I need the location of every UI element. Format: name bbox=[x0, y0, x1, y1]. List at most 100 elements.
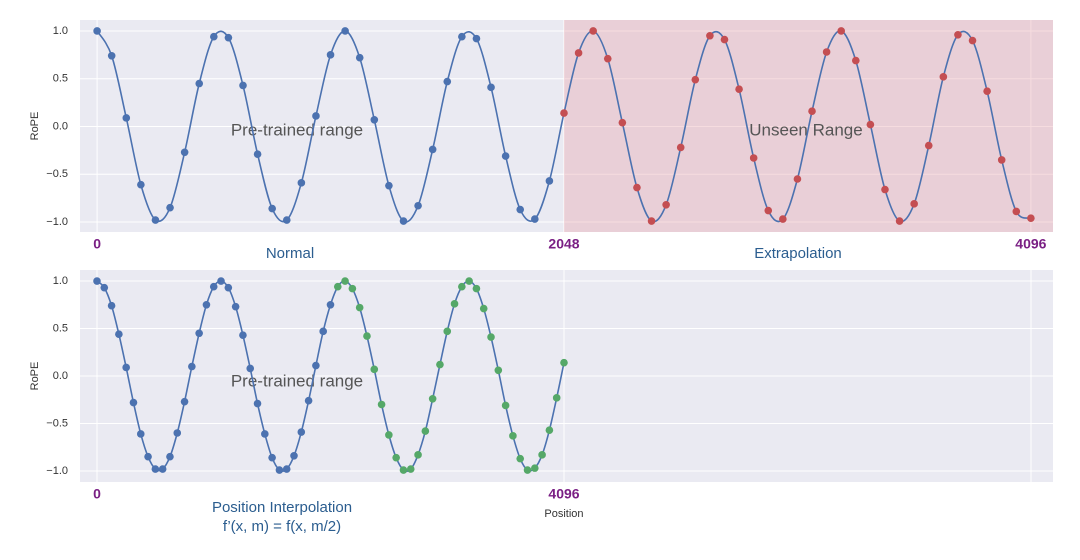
point bbox=[895, 217, 904, 225]
point bbox=[355, 303, 364, 312]
point bbox=[122, 114, 131, 122]
x-tick-label: 4096 bbox=[1015, 236, 1046, 252]
point bbox=[209, 282, 218, 291]
annotation: f’(x, m) = f(x, m/2) bbox=[223, 518, 341, 535]
annotation: Extrapolation bbox=[754, 245, 842, 262]
x-tick-label: 2048 bbox=[548, 236, 579, 252]
point bbox=[297, 179, 306, 187]
point bbox=[647, 217, 656, 225]
point bbox=[523, 466, 532, 474]
point bbox=[217, 277, 225, 285]
point bbox=[531, 215, 539, 223]
y-tick-label: 0.0 bbox=[53, 370, 68, 382]
point bbox=[137, 180, 145, 189]
point bbox=[392, 453, 400, 462]
point bbox=[355, 53, 364, 62]
point bbox=[239, 81, 247, 90]
point bbox=[997, 156, 1006, 164]
point bbox=[100, 283, 109, 292]
point bbox=[749, 154, 758, 162]
point bbox=[399, 466, 408, 474]
point bbox=[253, 399, 262, 408]
point bbox=[231, 302, 240, 311]
y-tick-label: −0.5 bbox=[46, 417, 68, 429]
point bbox=[144, 452, 152, 461]
point bbox=[370, 115, 379, 124]
y-tick-label: −1.0 bbox=[46, 465, 68, 477]
x-tick-label: 0 bbox=[93, 486, 101, 502]
point bbox=[129, 398, 138, 407]
point bbox=[691, 75, 700, 84]
point bbox=[924, 141, 933, 150]
point bbox=[735, 85, 743, 94]
point bbox=[479, 304, 488, 313]
point bbox=[494, 366, 503, 375]
point bbox=[706, 31, 714, 40]
point bbox=[180, 148, 189, 157]
point bbox=[472, 34, 481, 43]
point bbox=[808, 107, 816, 115]
point bbox=[501, 152, 510, 160]
point bbox=[618, 118, 627, 127]
point bbox=[158, 465, 167, 473]
point bbox=[552, 394, 561, 402]
point bbox=[115, 330, 123, 339]
point bbox=[560, 358, 568, 367]
point bbox=[852, 56, 860, 65]
point bbox=[487, 333, 495, 341]
point bbox=[385, 181, 393, 190]
point bbox=[458, 32, 466, 41]
point bbox=[253, 150, 262, 158]
point bbox=[1012, 207, 1021, 216]
point bbox=[939, 73, 948, 81]
point bbox=[633, 183, 641, 192]
point bbox=[173, 429, 182, 437]
point bbox=[793, 175, 802, 183]
point bbox=[385, 431, 393, 439]
point bbox=[290, 451, 298, 460]
point bbox=[107, 301, 116, 310]
point bbox=[436, 360, 444, 369]
point bbox=[589, 27, 597, 35]
point bbox=[195, 79, 204, 88]
point bbox=[304, 396, 313, 405]
point bbox=[465, 277, 473, 285]
point bbox=[516, 454, 525, 463]
annotation: Pre-trained range bbox=[231, 371, 363, 390]
point bbox=[341, 27, 349, 35]
point bbox=[450, 300, 459, 308]
point bbox=[246, 364, 255, 373]
point bbox=[166, 203, 174, 212]
point bbox=[312, 361, 320, 370]
y-axis-label: RoPE bbox=[29, 362, 41, 391]
point bbox=[399, 217, 408, 225]
point bbox=[341, 277, 349, 285]
point bbox=[472, 284, 481, 293]
point bbox=[866, 120, 875, 129]
point bbox=[202, 300, 211, 309]
point bbox=[822, 48, 831, 56]
point bbox=[282, 216, 291, 224]
y-tick-label: 0.5 bbox=[53, 73, 68, 85]
point bbox=[151, 465, 160, 473]
point bbox=[166, 452, 174, 461]
point bbox=[574, 49, 583, 57]
point bbox=[531, 464, 539, 472]
y-tick-label: −1.0 bbox=[46, 216, 68, 228]
point bbox=[545, 177, 554, 185]
point bbox=[239, 331, 247, 339]
point bbox=[414, 451, 422, 459]
point bbox=[326, 300, 335, 309]
point bbox=[275, 466, 284, 474]
point bbox=[282, 465, 291, 473]
point bbox=[406, 465, 415, 473]
point bbox=[779, 215, 787, 223]
point bbox=[487, 83, 495, 92]
point bbox=[348, 284, 357, 293]
point bbox=[603, 54, 612, 63]
point bbox=[268, 204, 276, 213]
point bbox=[414, 201, 422, 210]
point bbox=[720, 35, 729, 44]
